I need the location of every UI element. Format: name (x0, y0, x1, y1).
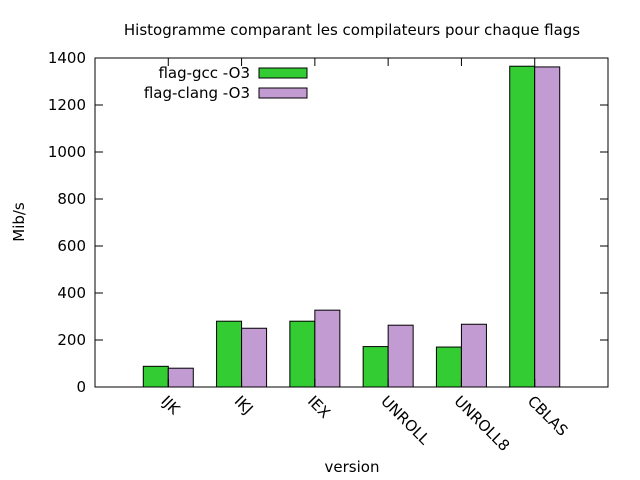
bar-unroll8-series-1 (435, 346, 462, 388)
bar-ikj-series-2 (241, 327, 268, 388)
y-tick-label-1000: 1000 (48, 143, 86, 161)
bar-iex-series-2 (314, 309, 341, 388)
y-tick-label-400: 400 (57, 284, 86, 302)
x-tick-label-unroll8: UNROLL8 (451, 392, 514, 455)
chart-title: Histogramme comparant les compilateurs p… (124, 21, 580, 39)
x-tick-label-cblas: CBLAS (524, 392, 572, 440)
bar-unroll-series-1 (362, 346, 389, 388)
y-tick-label-800: 800 (57, 190, 86, 208)
plot-frame (94, 57, 609, 388)
bar-cblas-series-2 (534, 66, 561, 388)
legend-label-2: flag-clang -O3 (144, 84, 250, 102)
y-axis-label: Mib/s (10, 202, 28, 242)
y-tick-label-600: 600 (57, 237, 86, 255)
bar-ijk-series-1 (142, 365, 169, 388)
x-tick-label-iex: IEX (304, 392, 334, 422)
y-tick-label-1200: 1200 (48, 96, 86, 114)
bar-ijk-series-2 (167, 367, 194, 388)
x-tick-label-ijk: IJK (157, 392, 184, 419)
x-tick-label-ikj: IKJ (231, 392, 257, 418)
y-tick-label-200: 200 (57, 331, 86, 349)
legend-swatch-2 (258, 87, 308, 99)
bar-iex-series-1 (289, 320, 316, 388)
bar-unroll-series-2 (387, 324, 414, 388)
y-tick-label-1400: 1400 (48, 49, 86, 67)
bar-cblas-series-1 (509, 65, 536, 388)
x-tick-label-unroll: UNROLL (377, 392, 433, 448)
y-tick-label-0: 0 (76, 378, 86, 396)
legend-label-1: flag-gcc -O3 (158, 64, 250, 82)
bar-unroll8-series-2 (460, 323, 487, 388)
plot-area: 0 200 400 600 800 1000 1200 1400 IJK IKJ IEX UNROLL… (48, 49, 609, 455)
bar-ikj-series-1 (216, 320, 243, 388)
x-axis-label: version (325, 458, 380, 476)
legend-swatch-1 (258, 67, 308, 79)
